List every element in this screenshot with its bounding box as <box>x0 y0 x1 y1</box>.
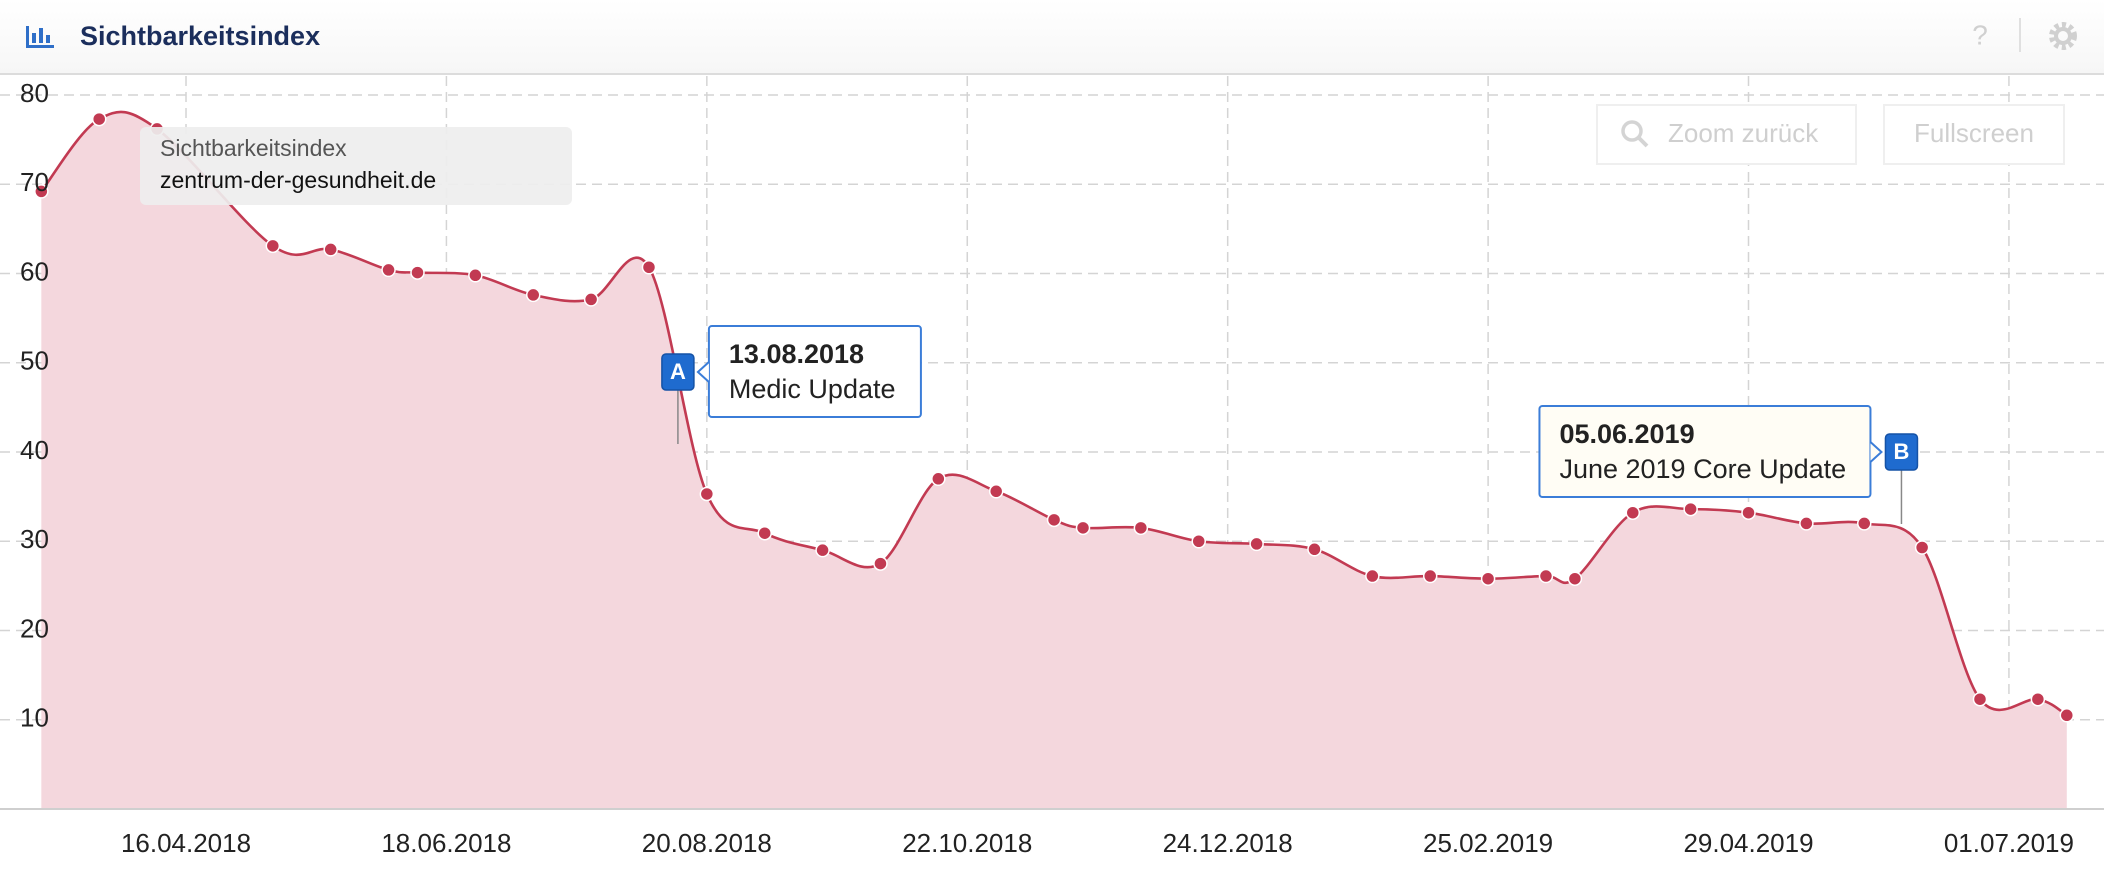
data-point <box>988 484 1004 499</box>
data-point <box>1307 542 1322 557</box>
x-tick-label: 22.10.2018 <box>902 828 1032 858</box>
legend-box: Sichtbarkeitsindex zentrum-der-gesundhei… <box>140 127 572 205</box>
annotation-date: 05.06.2019 <box>1559 419 1694 449</box>
legend-entry: zentrum-der-gesundheit.de <box>160 167 436 193</box>
y-tick-label: 20 <box>20 613 49 643</box>
y-tick-label: 30 <box>20 524 49 554</box>
data-point <box>1857 516 1872 531</box>
data-point <box>1625 505 1641 520</box>
data-point <box>323 242 338 257</box>
annotation-text: Medic Update <box>729 374 896 404</box>
data-point <box>2030 691 2046 707</box>
data-point <box>1741 505 1756 520</box>
annotation: A 13.08.2018 Medic Update <box>661 325 922 444</box>
fullscreen-button[interactable]: Fullscreen <box>1883 104 2065 165</box>
y-tick-label: 60 <box>20 256 49 286</box>
data-point <box>583 292 599 307</box>
data-point <box>1075 520 1091 536</box>
x-tick-label: 29.04.2019 <box>1683 828 1813 858</box>
data-point <box>525 287 541 303</box>
annotation-marker <box>661 353 695 391</box>
data-point <box>1249 536 1264 552</box>
annotation-letter: B <box>1894 439 1910 464</box>
fullscreen-button-frame[interactable] <box>1883 104 2065 165</box>
data-point <box>1365 568 1380 584</box>
zoom-button[interactable]: Zoom zurück <box>1596 104 1857 165</box>
annotations: A 13.08.2018 Medic Update B 05.06.2019 June 2… <box>661 325 1919 524</box>
data-point <box>1046 512 1062 528</box>
data-point <box>1567 571 1583 586</box>
y-tick-label: 10 <box>20 703 49 733</box>
data-point <box>873 556 888 571</box>
annotation-text: June 2019 Core Update <box>1559 454 1846 484</box>
data-point <box>265 238 281 254</box>
legend-background <box>140 127 572 205</box>
settings-icon[interactable] <box>2049 22 2077 50</box>
data-point <box>1133 520 1149 536</box>
y-tick-label: 70 <box>20 167 49 197</box>
data-point <box>1538 568 1554 584</box>
annotation-pointer <box>1869 441 1883 463</box>
data-point <box>1799 516 1814 531</box>
zoom-label[interactable]: Zoom zurück <box>1668 118 1819 148</box>
data-point <box>815 542 830 558</box>
data-point <box>1191 534 1206 549</box>
data-point <box>1972 691 1988 707</box>
annotation-marker <box>1884 433 1919 471</box>
annotation-date: 13.08.2018 <box>729 339 864 369</box>
data-point <box>1683 501 1698 517</box>
data-point <box>1422 568 1438 584</box>
zoom-icon-handle <box>1637 136 1649 148</box>
data-point <box>2059 708 2075 723</box>
data-point <box>1914 540 1930 555</box>
y-tick-label: 50 <box>20 346 49 376</box>
x-tick-label: 01.07.2019 <box>1944 828 2074 858</box>
y-tick-label: 80 <box>20 78 49 108</box>
help-icon[interactable]: ? <box>1972 19 1988 50</box>
data-point <box>757 525 772 541</box>
x-tick-label: 25.02.2019 <box>1423 828 1553 858</box>
annotation-letter: A <box>670 359 686 384</box>
data-point <box>34 184 49 199</box>
x-tick-label: 18.06.2018 <box>381 828 511 858</box>
header-bar <box>0 0 2104 74</box>
area-fill <box>41 111 2067 809</box>
x-tick-label: 16.04.2018 <box>121 828 251 858</box>
x-tick-label: 24.12.2018 <box>1163 828 1293 858</box>
data-point <box>468 268 483 283</box>
data-point <box>381 262 396 278</box>
header-title: Sichtbarkeitsindex <box>80 21 320 51</box>
data-point <box>641 260 657 275</box>
data-point <box>931 471 946 487</box>
data-point <box>699 486 715 502</box>
data-point <box>410 265 425 280</box>
chart-icon <box>26 26 54 48</box>
annotation: B 05.06.2019 June 2019 Core Update <box>1538 405 1919 524</box>
data-point <box>1480 571 1496 586</box>
fullscreen-label[interactable]: Fullscreen <box>1914 118 2034 148</box>
x-tick-label: 20.08.2018 <box>642 828 772 858</box>
zoom-icon <box>1621 120 1643 142</box>
y-tick-label: 40 <box>20 435 49 465</box>
data-point <box>91 111 107 127</box>
legend-title: Sichtbarkeitsindex <box>160 135 347 161</box>
annotation-pointer <box>696 361 710 383</box>
